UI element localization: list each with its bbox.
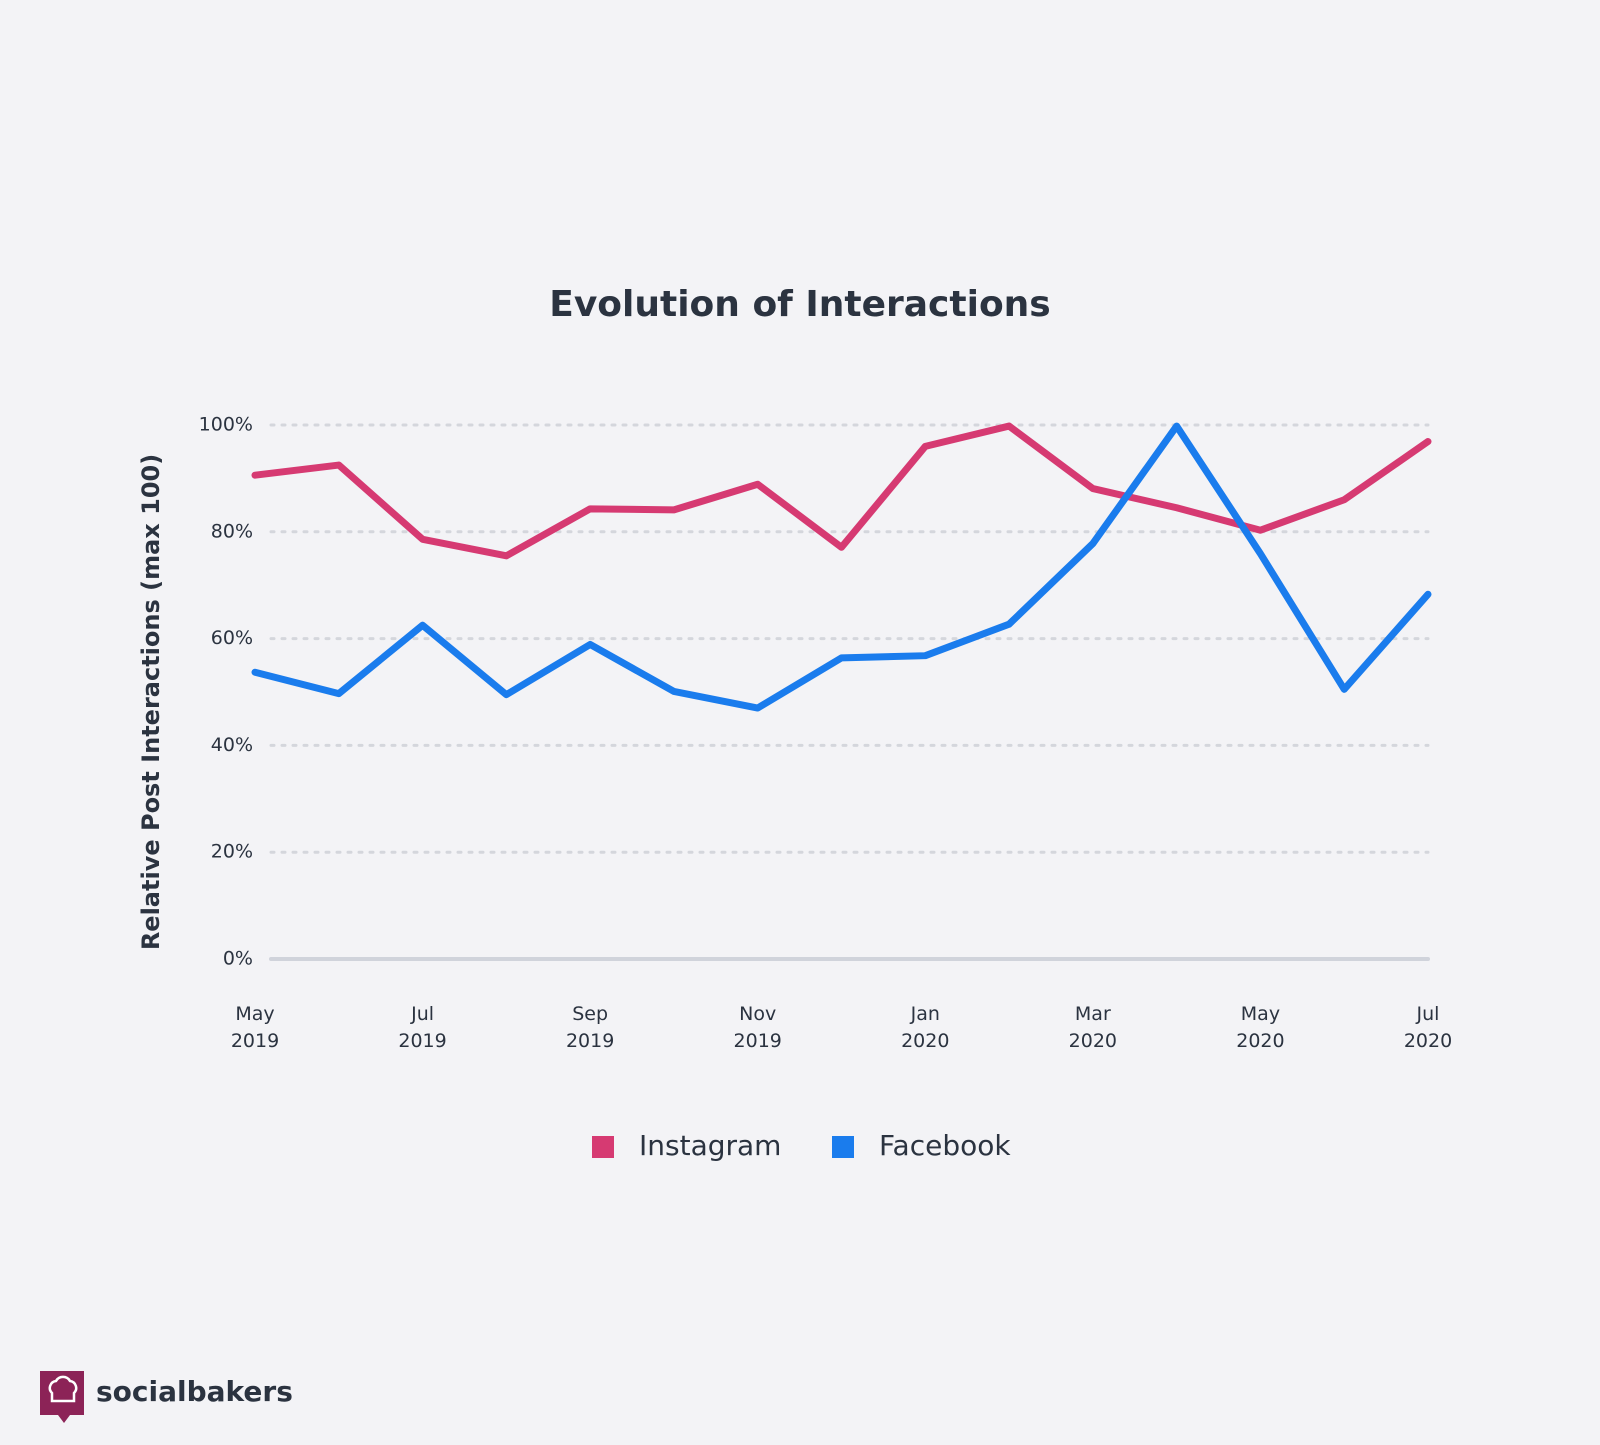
y-tick-label: 80%	[211, 520, 253, 542]
y-tick-label: 20%	[211, 841, 253, 863]
legend-swatch	[832, 1136, 854, 1158]
legend-label: Instagram	[639, 1129, 781, 1162]
line	[251, 422, 1432, 560]
chart-title: Evolution of Interactions	[549, 284, 1051, 325]
line	[251, 422, 1432, 712]
y-tick-label: 40%	[211, 734, 253, 756]
x-tick-label: Sep 2019	[565, 1003, 615, 1052]
y-tick-label: 0%	[223, 948, 253, 970]
x-tick-label: Jul 2019	[398, 1003, 447, 1052]
legend-label: Facebook	[879, 1129, 1011, 1162]
x-tick-label: May 2019	[230, 1003, 280, 1052]
logo	[40, 1371, 84, 1423]
y-tick-label: 60%	[211, 627, 253, 649]
y-axis-label: Relative Post Interactions (max 100)	[137, 454, 165, 950]
brand: socialbakers	[96, 1375, 293, 1408]
x-tick-label: Jul 2020	[1403, 1003, 1453, 1052]
x-tick-label: Mar 2020	[1068, 1003, 1118, 1052]
legend-swatch	[592, 1136, 614, 1158]
x-tick-label: Jan 2020	[901, 1003, 950, 1052]
y-tick-label: 100%	[199, 414, 253, 436]
x-tick-label: May 2020	[1236, 1003, 1285, 1052]
x-tick-label: Nov 2019	[733, 1003, 782, 1052]
